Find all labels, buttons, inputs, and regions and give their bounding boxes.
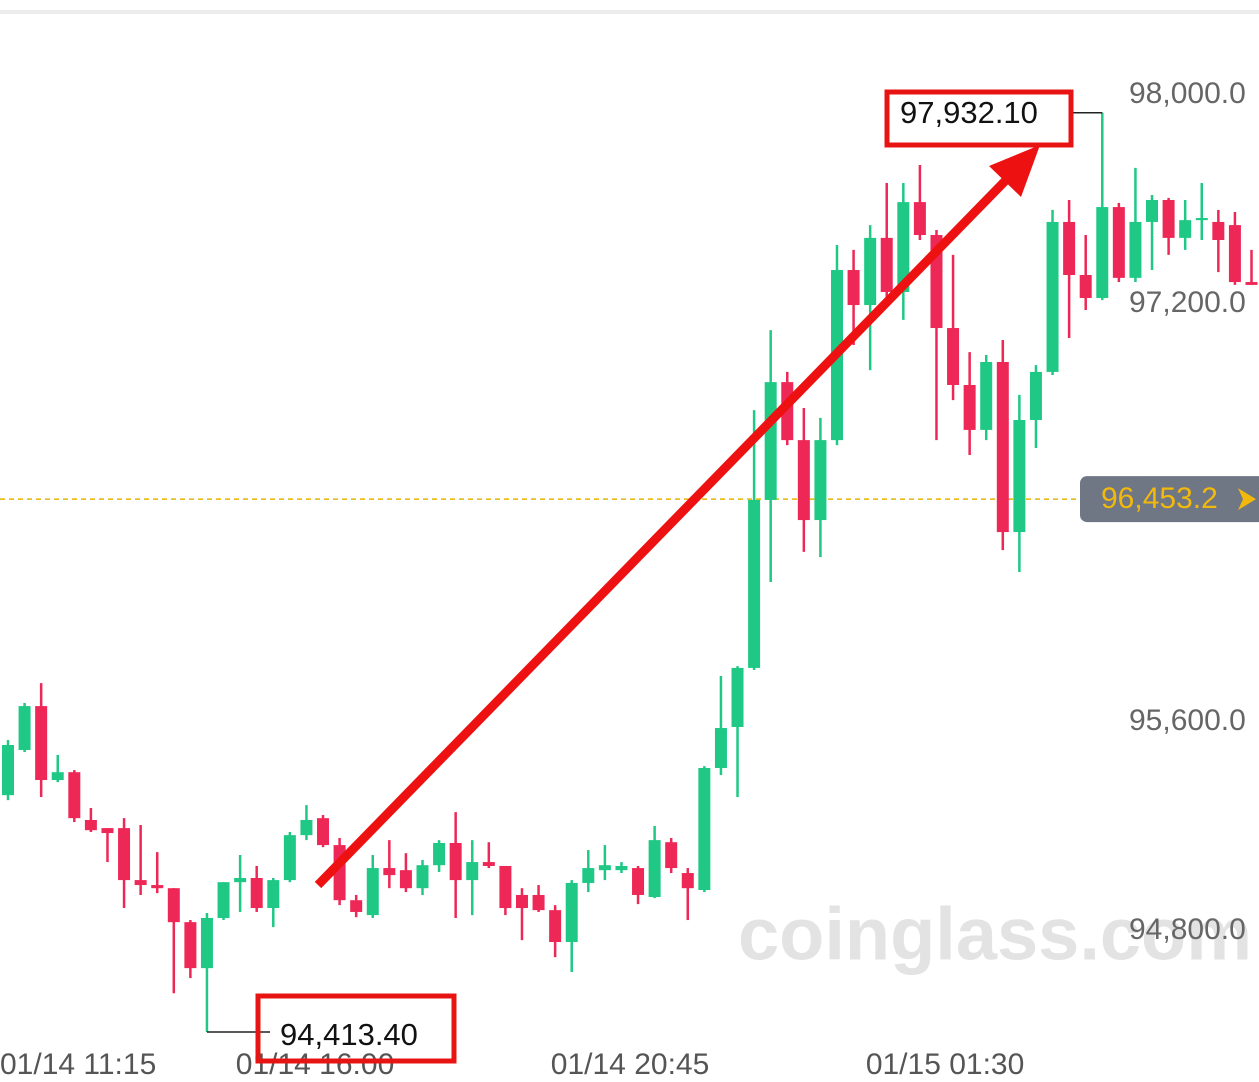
- candle-body: [383, 868, 396, 876]
- candle-body: [1029, 371, 1042, 420]
- candle-body: [482, 862, 495, 866]
- x-tick-label: 01/15 01:30: [866, 1048, 1024, 1081]
- candle-body: [1212, 221, 1225, 240]
- candle-body: [814, 440, 827, 521]
- price-layer: 98,000.0 97,200.0 95,600.0 94,800.0 01/14 11…: [0, 77, 1259, 1081]
- candle-body: [1096, 207, 1109, 298]
- candle-body: [665, 842, 678, 869]
- candle-body: [1112, 207, 1125, 278]
- candle-body: [549, 910, 562, 943]
- candle-body: [963, 384, 976, 430]
- candle-body: [18, 706, 31, 750]
- y-tick-label: 94,800.0: [1129, 913, 1246, 946]
- candle-body: [582, 868, 595, 883]
- candle-body: [714, 728, 727, 769]
- candle-body: [184, 922, 197, 969]
- candle-body: [797, 440, 810, 521]
- y-tick-label: 95,600.0: [1129, 704, 1246, 737]
- candle-body: [1079, 274, 1092, 298]
- candle-body: [300, 819, 313, 836]
- candle-body: [1162, 200, 1175, 238]
- candle-body: [234, 877, 247, 883]
- candle-body: [565, 882, 578, 943]
- candle-body: [217, 882, 230, 918]
- candle-body: [1146, 200, 1159, 222]
- arrow-shaft: [314, 174, 1012, 889]
- y-tick-label: 98,000.0: [1129, 77, 1246, 110]
- candle-body: [532, 894, 545, 911]
- overlay: 96,453.2 97,932.10 94,413.40: [206, 89, 1259, 1064]
- candle-body: [1195, 218, 1208, 221]
- annotation-label: 97,932.10: [900, 95, 1038, 130]
- annotation-label: 94,413.40: [280, 1017, 418, 1052]
- candle-body: [1013, 419, 1026, 533]
- candle-body: [648, 840, 661, 898]
- candle-body: [151, 885, 164, 889]
- last-price-pointer: [1238, 488, 1256, 511]
- last-price-label: 96,453.2: [1101, 482, 1218, 515]
- candle-body: [416, 865, 429, 889]
- candle-body: [267, 880, 280, 909]
- candle-body: [2, 745, 14, 796]
- candle-body: [51, 772, 64, 781]
- last-price-box: [1080, 476, 1259, 523]
- candle-body: [433, 842, 446, 866]
- candle-body: [598, 865, 611, 871]
- candle-body: [101, 828, 114, 834]
- candle-body: [1245, 282, 1258, 285]
- candle-body: [200, 917, 213, 969]
- x-tick-label: 01/14 20:45: [551, 1048, 709, 1081]
- y-tick-label: 97,200.0: [1129, 286, 1246, 319]
- arrow-head: [989, 145, 1040, 197]
- candle-body: [449, 842, 462, 881]
- last-price-tag: 96,453.2: [1080, 476, 1259, 523]
- candle-body: [399, 870, 412, 889]
- candle-body: [698, 768, 711, 891]
- candle-body: [996, 361, 1009, 533]
- trend-arrow: [314, 145, 1040, 889]
- candle-body: [167, 888, 180, 923]
- candle-body: [283, 835, 296, 881]
- candle-body: [632, 868, 645, 895]
- candle-body: [499, 865, 512, 909]
- x-tick-label: 01/14 16:00: [236, 1048, 394, 1081]
- candle-body: [1129, 221, 1142, 278]
- candle-body: [1046, 221, 1059, 372]
- candle-body: [764, 382, 777, 500]
- top-border: [0, 10, 1259, 14]
- candle-body: [880, 237, 893, 292]
- candle-body: [350, 900, 363, 912]
- annotation-box: [884, 89, 1074, 148]
- candle-body: [615, 865, 628, 871]
- candle-body: [515, 894, 528, 909]
- candle-body: [134, 880, 147, 886]
- annotation-box: [255, 993, 457, 1064]
- candle-body: [1063, 221, 1076, 275]
- candle-body: [84, 819, 97, 831]
- candle-body: [681, 873, 694, 889]
- candle-body: [847, 270, 860, 306]
- candle-body: [1228, 225, 1241, 283]
- candle-body: [317, 818, 330, 846]
- candle-body: [980, 361, 993, 430]
- candle-body: [1179, 220, 1192, 238]
- candle-body: [118, 828, 131, 881]
- candle-body: [68, 772, 81, 819]
- candle-body: [864, 237, 877, 306]
- candle-body: [897, 202, 910, 292]
- watermark: coinglass.com: [738, 893, 1252, 976]
- candle-body: [250, 877, 263, 909]
- candle-body: [466, 862, 479, 881]
- candle-body: [35, 706, 48, 781]
- candle-body: [731, 667, 744, 727]
- candle-body: [366, 868, 379, 916]
- candle-body: [947, 328, 960, 385]
- candle-body: [913, 202, 926, 236]
- x-tick-label: 01/14 11:15: [0, 1048, 156, 1081]
- candle-body: [748, 499, 761, 668]
